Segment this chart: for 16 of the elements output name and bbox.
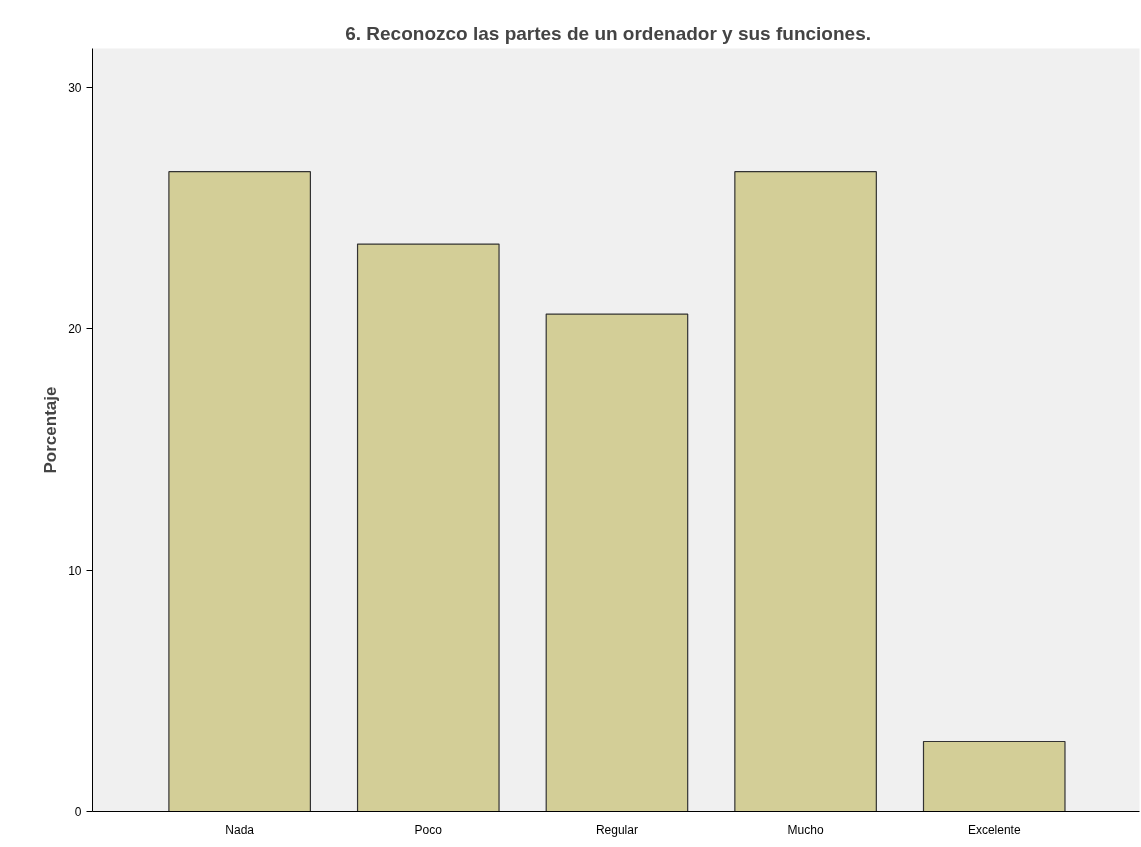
x-tick-label: Excelente xyxy=(967,822,1021,837)
bar xyxy=(922,740,1066,812)
y-tick-label: 0 xyxy=(74,805,82,819)
x-tick-label: Mucho xyxy=(787,822,824,837)
x-tick-label: Nada xyxy=(225,822,255,837)
y-tick-label: 20 xyxy=(68,322,82,337)
x-tick-label: Regular xyxy=(595,822,638,837)
bar xyxy=(734,171,877,812)
bar xyxy=(168,171,311,812)
y-tick-label: 30 xyxy=(68,80,82,95)
x-tick-label: Poco xyxy=(414,822,443,837)
y-axis-title: Porcentaje xyxy=(41,386,61,474)
bar xyxy=(545,313,689,812)
bar xyxy=(356,243,500,812)
y-tick-label: 10 xyxy=(68,563,82,578)
chart-title: 6. Reconozco las partes de un ordenador y sus funciones. xyxy=(345,22,871,44)
